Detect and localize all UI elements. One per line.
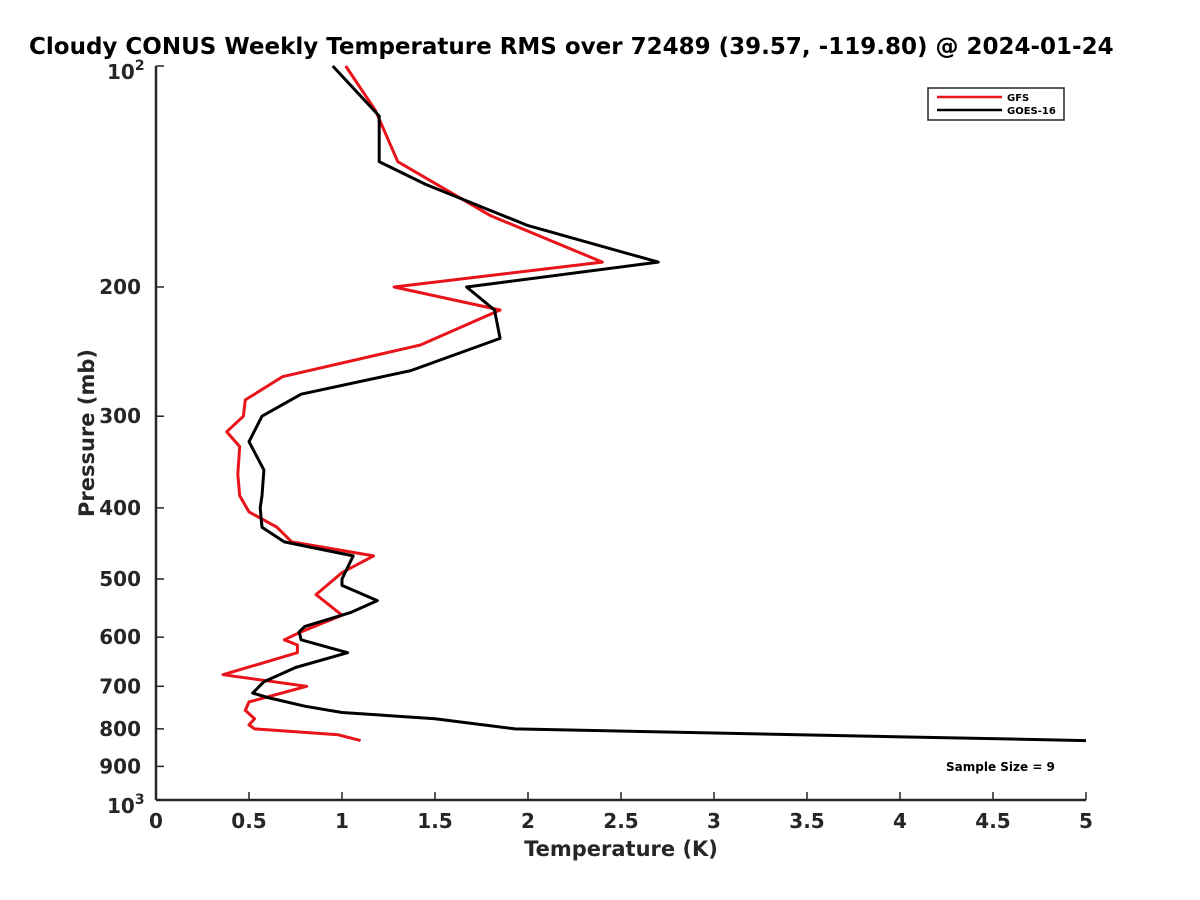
series-line-goes-16 <box>247 64 1087 743</box>
x-tick-label: 3.5 <box>789 809 824 833</box>
chart-title: Cloudy CONUS Weekly Temperature RMS over… <box>29 34 1114 60</box>
x-axis-label: Temperature (K) <box>524 837 718 861</box>
y-tick-label: 900 <box>99 754 141 778</box>
x-tick-label: 1 <box>335 809 349 833</box>
x-tick-label: 2.5 <box>603 809 638 833</box>
series-lines <box>221 64 1087 743</box>
x-ticks: 0 0.5 1 1.5 2 2.5 3 3.5 4 4.5 5 <box>149 792 1093 833</box>
x-tick-label: 4 <box>893 809 907 833</box>
legend-label-goes-16: GOES-16 <box>1007 106 1056 117</box>
y-axis-label: Pressure (mb) <box>75 349 99 517</box>
y-tick-label-exponent: 2 <box>135 58 145 74</box>
x-tick-label: 4.5 <box>975 809 1010 833</box>
legend-label-gfs: GFS <box>1007 93 1029 104</box>
x-tick-label: 5 <box>1079 809 1093 833</box>
y-tick-label: 300 <box>99 404 141 428</box>
legend-box <box>927 87 1065 121</box>
y-tick-label-base: 10 <box>107 60 135 84</box>
plot-area: 0 0.5 1 1.5 2 2.5 3 3.5 4 4.5 5 102200300400500600… <box>99 58 1093 833</box>
y-tick-label-exponent: 3 <box>135 792 145 808</box>
x-tick-label: 2 <box>521 809 535 833</box>
y-tick-label-base: 10 <box>107 794 135 818</box>
y-tick-label: 400 <box>99 496 141 520</box>
y-tick-label: 103 <box>107 792 145 818</box>
y-tick-label: 500 <box>99 567 141 591</box>
y-tick-label: 800 <box>99 717 141 741</box>
y-tick-label: 102 <box>107 58 145 84</box>
y-tick-label: 200 <box>99 275 141 299</box>
x-tick-label: 3 <box>707 809 721 833</box>
x-tick-label: 1.5 <box>417 809 452 833</box>
sample-size-annotation: Sample Size = 9 <box>946 760 1055 774</box>
y-tick-label: 700 <box>99 674 141 698</box>
legend: GFS GOES-16 <box>927 87 1065 121</box>
x-tick-label: 0 <box>149 809 163 833</box>
y-tick-label: 600 <box>99 625 141 649</box>
x-tick-label: 0.5 <box>231 809 266 833</box>
